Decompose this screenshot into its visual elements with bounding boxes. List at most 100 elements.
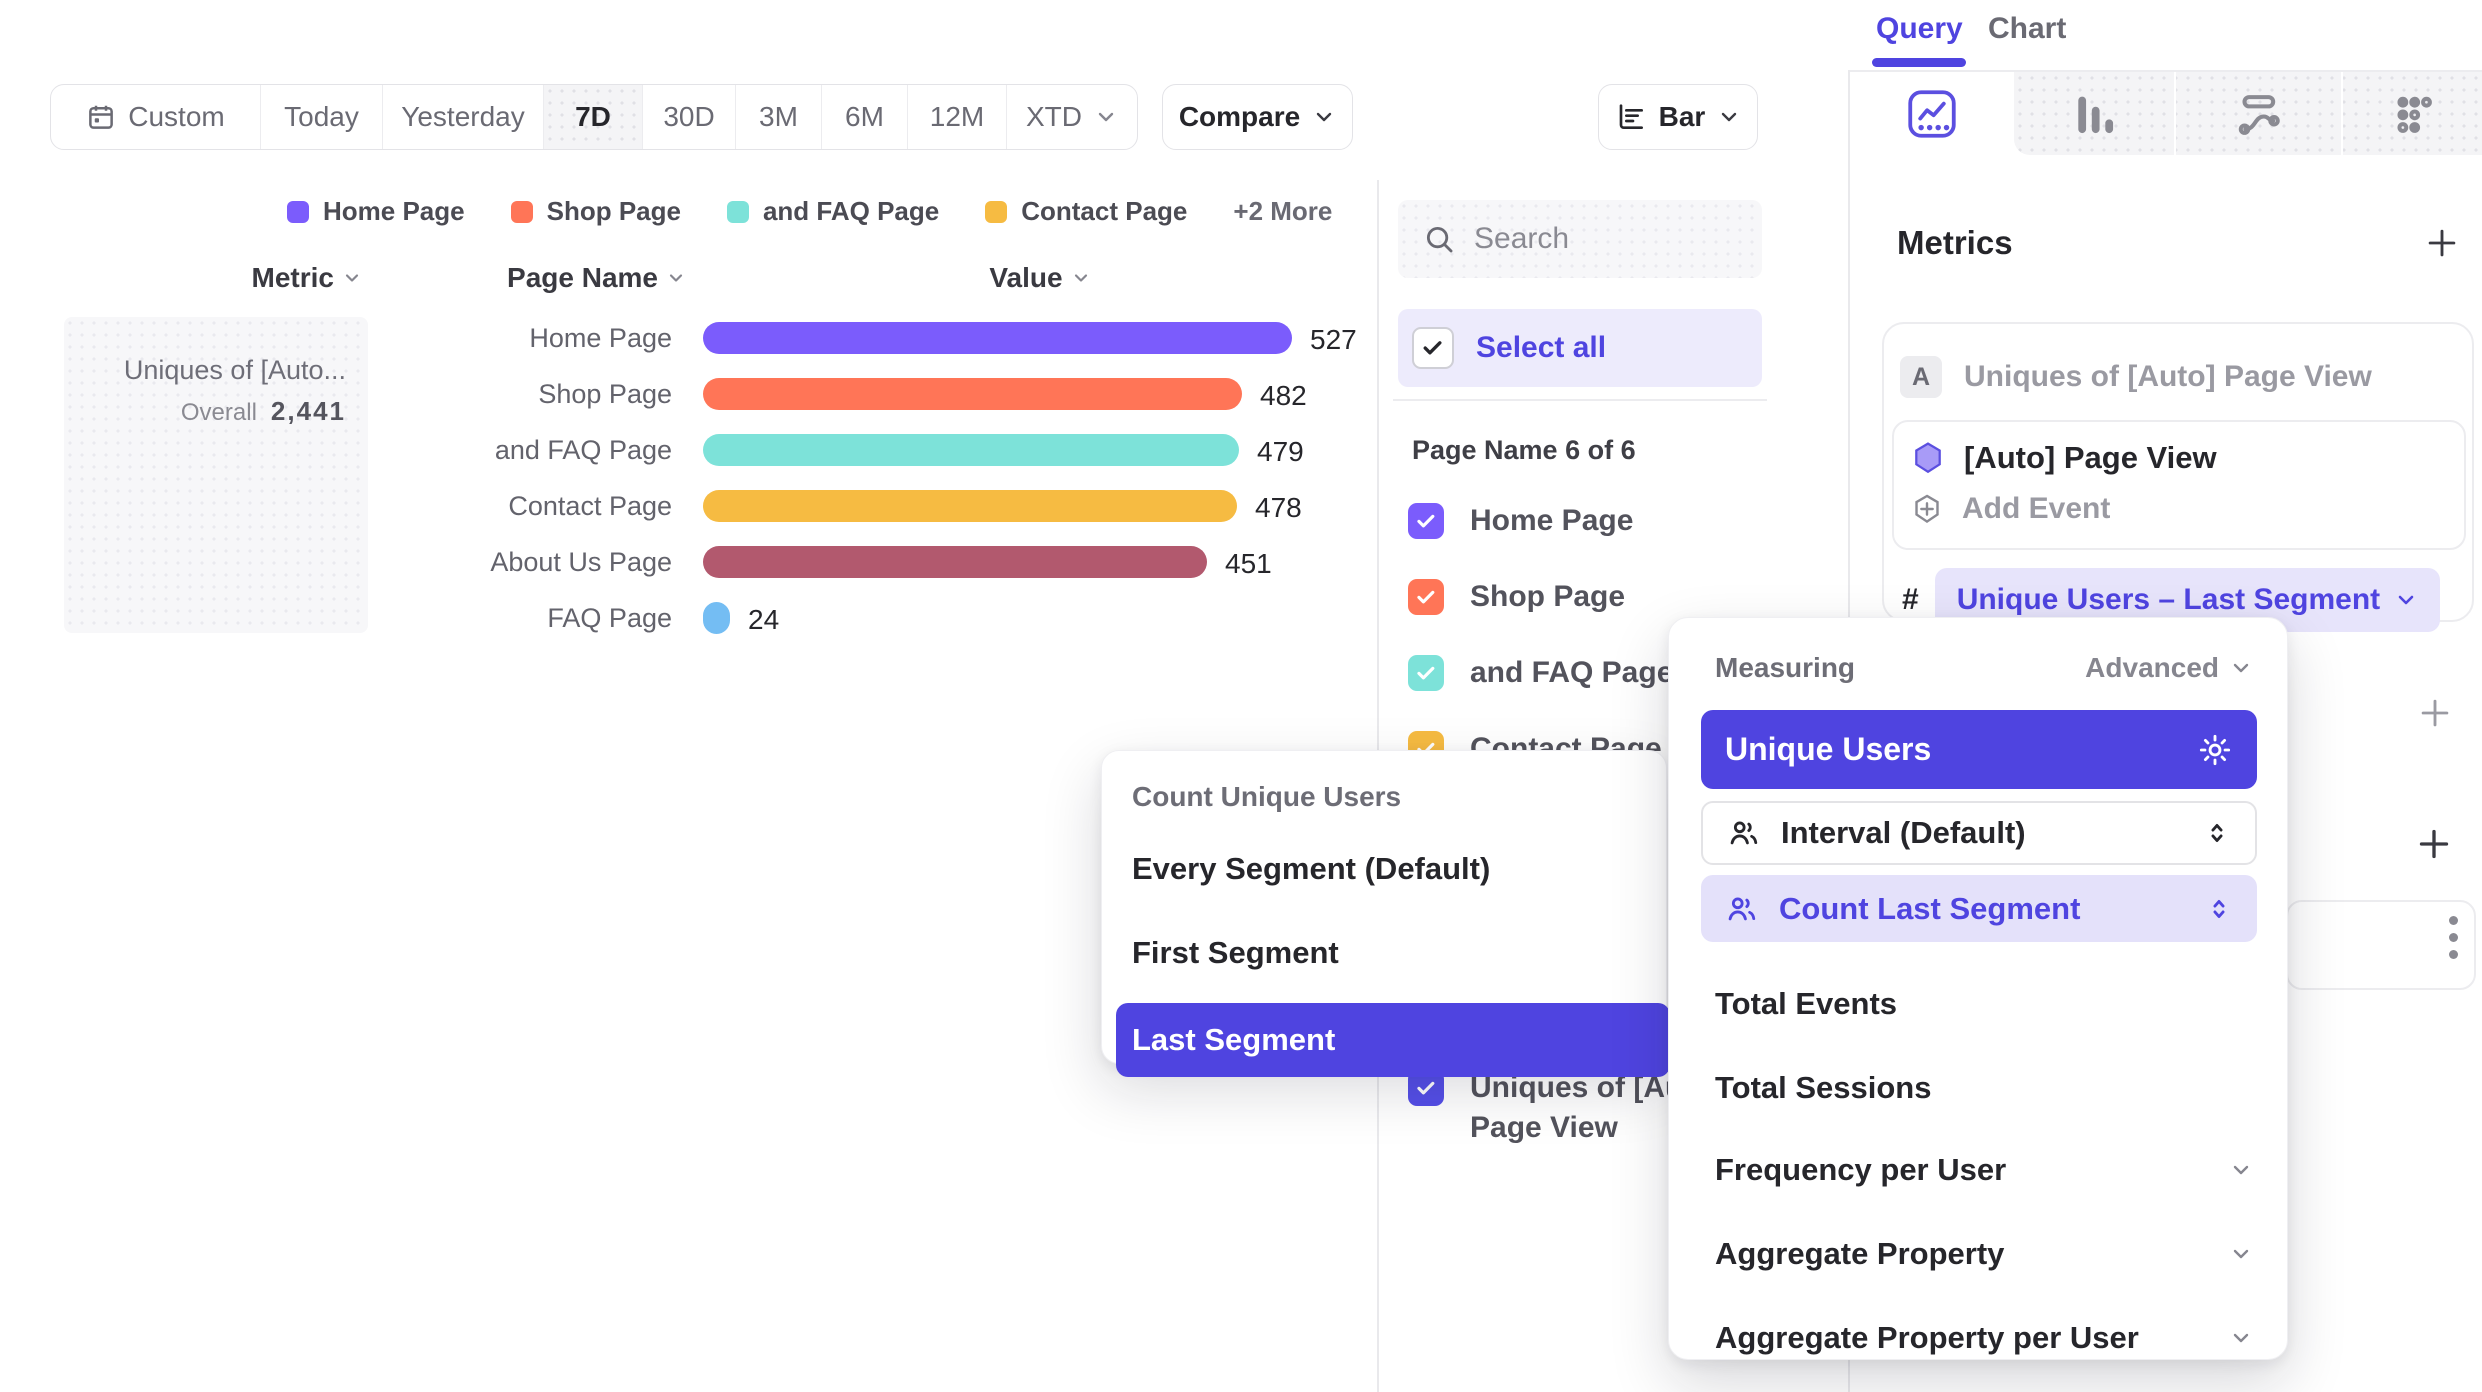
event-row[interactable]: [Auto] Page View: [1910, 440, 2464, 476]
date-range-30d[interactable]: 30D: [642, 85, 735, 149]
people-icon: [1727, 816, 1761, 850]
bar-shop-page[interactable]: [703, 378, 1242, 410]
tab-chart[interactable]: Chart: [1988, 12, 2067, 45]
measuring-option-unique-users[interactable]: Unique Users: [1701, 710, 2257, 789]
compare-button[interactable]: Compare: [1162, 84, 1353, 150]
horizontal-bar-chart-icon: [1615, 101, 1647, 133]
chart-type-grid-tab[interactable]: [2343, 72, 2482, 155]
bar-and-faq-page[interactable]: [703, 434, 1239, 466]
measuring-option-total-events[interactable]: Total Events: [1715, 986, 1898, 1021]
chart-type-line-tab[interactable]: [1850, 72, 2014, 155]
hexagon-icon: [1910, 440, 1946, 476]
chart-type-bar-tab[interactable]: [2014, 72, 2174, 155]
option-last-segment[interactable]: Last Segment: [1116, 1003, 1670, 1077]
option-every-segment[interactable]: Every Segment (Default): [1132, 851, 1491, 886]
chevron-down-icon: [1717, 105, 1741, 129]
bar-home-page[interactable]: [703, 322, 1292, 354]
checked-checkbox[interactable]: [1408, 655, 1444, 691]
legend-item[interactable]: Contact Page: [985, 196, 1187, 227]
chevron-down-icon: [1071, 268, 1091, 288]
metrics-heading: Metrics: [1897, 224, 2013, 261]
filter-item-shop-page[interactable]: Shop Page: [1408, 579, 1625, 615]
date-range-6m[interactable]: 6M: [821, 85, 907, 149]
metric-name: Uniques of [Auto...: [123, 355, 346, 385]
search-placeholder: Search: [1474, 222, 1570, 255]
add-filter-button[interactable]: [2414, 824, 2454, 864]
metric-row-label[interactable]: Uniques of [Auto] Page View: [1964, 360, 2372, 393]
metric-card: A Uniques of [Auto] Page View [Auto] Pag…: [1882, 322, 2474, 632]
bar-faq-page[interactable]: [703, 602, 730, 634]
search-input[interactable]: Search: [1398, 200, 1762, 278]
date-range-custom[interactable]: Custom: [51, 85, 260, 149]
tab-bar-border: [1850, 70, 2482, 72]
legend-swatch: [510, 200, 533, 223]
legend-item[interactable]: Shop Page: [510, 196, 681, 227]
date-range-segmented-control: Custom Today Yesterday 7D 30D 3M 6M 12M …: [50, 84, 1138, 150]
kebab-icon[interactable]: [2432, 916, 2474, 959]
chevron-down-icon: [1094, 105, 1118, 129]
measuring-popup: Measuring Advanced Unique Users Interval…: [1668, 617, 2288, 1360]
calendar-icon: [86, 102, 116, 132]
chart-legend: Home Page Shop Page and FAQ Page Contact…: [287, 196, 1332, 227]
legend-swatch: [985, 200, 1008, 223]
bar-contact-page[interactable]: [703, 490, 1237, 522]
date-range-12m[interactable]: 12M: [907, 85, 1006, 149]
select-all-checkbox[interactable]: [1412, 327, 1454, 369]
chart-type-flows-tab[interactable]: [2176, 72, 2339, 155]
filter-divider: [1393, 399, 1767, 401]
measuring-option-count-last-segment[interactable]: Count Last Segment: [1701, 875, 2257, 942]
filter-group-label: Page Name 6 of 6: [1412, 435, 1636, 465]
add-breakdown-button[interactable]: [2416, 694, 2454, 732]
bar-about-us-page[interactable]: [703, 546, 1207, 578]
measuring-option-frequency-per-user[interactable]: Frequency per User: [1715, 1152, 2253, 1188]
legend-item[interactable]: Home Page: [287, 196, 465, 227]
date-range-yesterday[interactable]: Yesterday: [382, 85, 543, 149]
date-range-xtd[interactable]: XTD: [1006, 85, 1137, 149]
filter-item-and-faq-page[interactable]: and FAQ Page: [1408, 655, 1673, 691]
gear-icon[interactable]: [2197, 732, 2233, 768]
legend-more[interactable]: +2 More: [1233, 196, 1333, 226]
date-range-3m[interactable]: 3M: [735, 85, 821, 149]
flows-icon: [2231, 87, 2285, 141]
chevron-down-icon: [666, 268, 686, 288]
legend-item[interactable]: and FAQ Page: [726, 196, 939, 227]
filter-item-home-page[interactable]: Home Page: [1408, 503, 1633, 539]
hexagon-plus-icon: [1910, 492, 1944, 526]
tab-query[interactable]: Query: [1876, 12, 1963, 45]
date-range-today[interactable]: Today: [260, 85, 382, 149]
checked-checkbox[interactable]: [1408, 579, 1444, 615]
metric-badge: A: [1900, 356, 1942, 398]
chart-type-dropdown[interactable]: Bar: [1598, 84, 1758, 150]
up-down-stepper-icon[interactable]: [2203, 819, 2231, 847]
chevron-down-icon: [2229, 1326, 2253, 1350]
popup-title: Count Unique Users: [1132, 781, 1402, 812]
advanced-toggle[interactable]: Advanced: [2085, 652, 2253, 684]
measuring-option-aggregate-property-per-user[interactable]: Aggregate Property per User: [1715, 1320, 2253, 1356]
date-range-7d[interactable]: 7D: [543, 85, 642, 149]
add-event-button[interactable]: Add Event: [1910, 492, 2464, 526]
column-header-page-name[interactable]: Page Name: [430, 262, 686, 294]
up-down-stepper-icon[interactable]: [2205, 895, 2233, 923]
measuring-option-aggregate-property[interactable]: Aggregate Property: [1715, 1236, 2253, 1272]
checked-checkbox[interactable]: [1408, 503, 1444, 539]
legend-swatch: [287, 200, 309, 223]
legend-swatch: [726, 200, 749, 223]
option-first-segment[interactable]: First Segment: [1132, 935, 1339, 970]
chevron-down-icon: [2229, 656, 2253, 680]
bar-columns-icon: [2067, 87, 2121, 141]
column-header-value[interactable]: Value: [940, 262, 1140, 294]
chevron-down-icon: [2229, 1158, 2253, 1182]
search-icon: [1422, 222, 1456, 256]
strip-separator: [2341, 72, 2343, 155]
query-builder-panel: Query Chart Metrics: [1850, 0, 2482, 1392]
hash-icon: #: [1902, 583, 1919, 616]
measuring-option-total-sessions[interactable]: Total Sessions: [1715, 1070, 1932, 1105]
date-range-label: Custom: [128, 101, 225, 132]
add-metric-button[interactable]: [2423, 224, 2461, 262]
select-all-row[interactable]: Select all: [1398, 309, 1762, 387]
metric-summary-box[interactable]: Uniques of [Auto... Overall 2,441: [64, 317, 368, 633]
metric-overall: Overall 2,441: [180, 396, 346, 426]
measuring-option-interval[interactable]: Interval (Default): [1701, 801, 2257, 865]
column-header-metric[interactable]: Metric: [160, 262, 362, 294]
